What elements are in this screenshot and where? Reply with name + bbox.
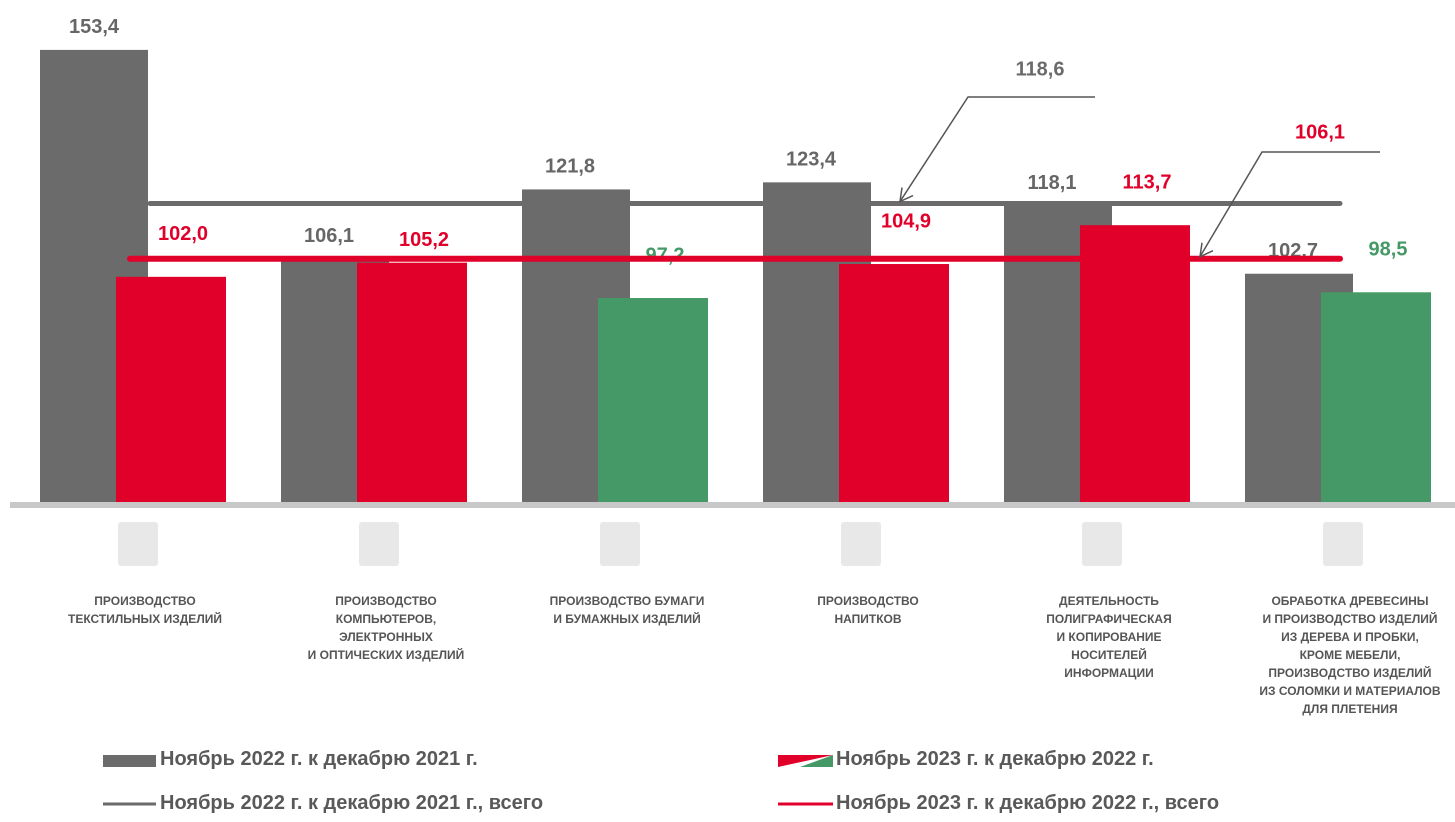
bar bbox=[598, 298, 708, 502]
bar bbox=[839, 264, 949, 502]
category-label: ДЕЯТЕЛЬНОСТЬ ПОЛИГРАФИЧЕСКАЯ И КОПИРОВАН… bbox=[1046, 594, 1172, 680]
icon bbox=[600, 522, 640, 566]
category-label: ПРОИЗВОДСТВО НАПИТКОВ bbox=[817, 594, 919, 626]
annotation: 118,6 bbox=[1016, 58, 1065, 80]
icon bbox=[1323, 522, 1363, 566]
legend-label: Ноябрь 2022 г. к декабрю 2021 г., всего bbox=[160, 792, 544, 814]
value-label: 98,5 bbox=[1369, 239, 1408, 261]
value-label: 105,2 bbox=[399, 229, 449, 251]
value-label: 123,4 bbox=[786, 149, 837, 171]
category-label: ПРОИЗВОДСТВО БУМАГИ И БУМАЖНЫХ ИЗДЕЛИЙ bbox=[549, 594, 705, 626]
legend-swatch bbox=[778, 755, 833, 767]
category-label: ПРОИЗВОДСТВО ТЕКСТИЛЬНЫХ ИЗДЕЛИЙ bbox=[68, 594, 222, 626]
value-label: 97,2 bbox=[646, 244, 685, 266]
arrow-head bbox=[899, 187, 914, 203]
value-label: 153,4 bbox=[69, 16, 120, 38]
icon bbox=[359, 522, 399, 566]
leader-line bbox=[1199, 151, 1380, 258]
value-label: 102,0 bbox=[158, 223, 208, 245]
value-label: 104,9 bbox=[881, 210, 931, 232]
value-label: 106,1 bbox=[304, 225, 354, 247]
icon bbox=[1082, 522, 1122, 566]
legend-label: Ноябрь 2022 г. к декабрю 2021 г. bbox=[160, 748, 478, 770]
category-label: ОБРАБОТКА ДРЕВЕСИНЫ И ПРОИЗВОДСТВО ИЗДЕЛ… bbox=[1259, 594, 1441, 716]
bar bbox=[1321, 292, 1431, 502]
bar bbox=[116, 276, 226, 502]
arrow-head bbox=[1199, 242, 1214, 258]
leader-line bbox=[899, 96, 1095, 202]
icon bbox=[118, 522, 158, 566]
value-label: 121,8 bbox=[545, 156, 595, 178]
legend-swatch bbox=[800, 755, 833, 767]
legend-label: Ноябрь 2023 г. к декабрю 2022 г., всего bbox=[836, 792, 1220, 814]
annotation: 106,1 bbox=[1295, 121, 1345, 143]
category-label: ПРОИЗВОДСТВО КОМПЬЮТЕРОВ, ЭЛЕКТРОННЫХ И … bbox=[307, 594, 465, 662]
bar bbox=[1080, 225, 1190, 502]
legend-label: Ноябрь 2023 г. к декабрю 2022 г. bbox=[836, 748, 1154, 770]
bar bbox=[357, 262, 467, 502]
legend-swatch bbox=[103, 755, 156, 767]
icon bbox=[841, 522, 881, 566]
value-label: 118,1 bbox=[1028, 172, 1077, 194]
value-label: 113,7 bbox=[1123, 171, 1172, 193]
